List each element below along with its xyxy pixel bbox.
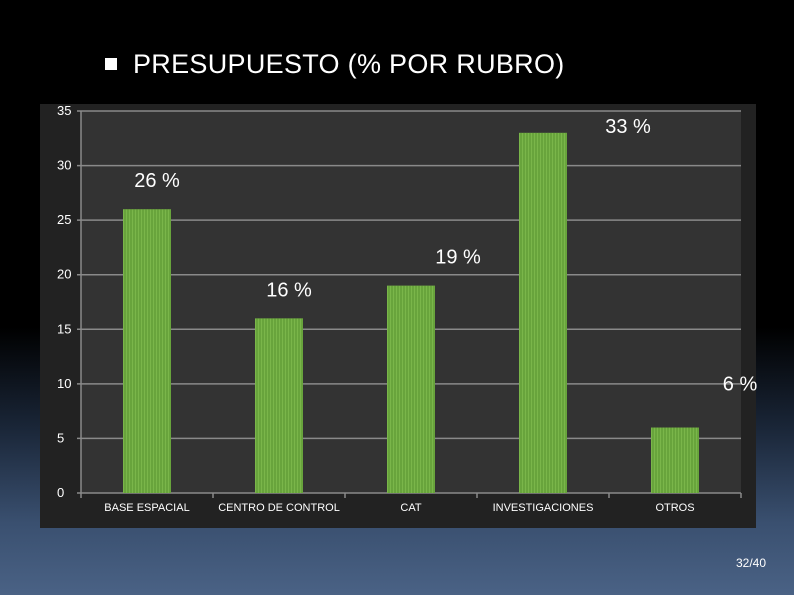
bars bbox=[123, 132, 699, 494]
y-tick-label: 25 bbox=[57, 212, 71, 227]
y-tick-label: 10 bbox=[57, 376, 71, 391]
y-tick-label: 5 bbox=[57, 430, 64, 445]
bar bbox=[651, 427, 699, 493]
slide-title: PRESUPUESTO (% POR RUBRO) bbox=[133, 48, 565, 79]
data-labels: 26 % 16 % 19 % 33 % 6 % bbox=[134, 116, 757, 396]
bar bbox=[519, 132, 567, 494]
y-tick-label: 35 bbox=[57, 103, 71, 118]
bar bbox=[123, 209, 171, 493]
data-label: 26 % bbox=[134, 170, 180, 192]
x-tick-label: CAT bbox=[400, 502, 421, 514]
bar bbox=[387, 285, 435, 493]
x-tick-label: OTROS bbox=[655, 502, 694, 514]
y-tick-label: 20 bbox=[57, 267, 71, 282]
page-number: 32/40 bbox=[735, 556, 766, 570]
slide-title-row: PRESUPUESTO (% POR RUBRO) bbox=[105, 44, 565, 84]
x-axis-labels: BASE ESPACIAL CENTRO DE CONTROL CAT INVESTI… bbox=[104, 502, 694, 514]
y-tick-label: 0 bbox=[57, 485, 64, 500]
bar bbox=[255, 318, 303, 493]
y-axis-ticks: 0 5 10 15 20 25 30 35 bbox=[57, 103, 71, 500]
x-tick-label: INVESTIGACIONES bbox=[493, 502, 594, 514]
y-tick-label: 30 bbox=[57, 158, 71, 173]
square-bullet-icon bbox=[105, 58, 117, 70]
y-tick-label: 15 bbox=[57, 321, 71, 336]
x-tick-label: CENTRO DE CONTROL bbox=[218, 502, 340, 514]
data-label: 19 % bbox=[435, 247, 481, 269]
x-tick-label: BASE ESPACIAL bbox=[104, 502, 189, 514]
data-label: 6 % bbox=[723, 374, 758, 396]
data-label: 33 % bbox=[605, 116, 651, 138]
data-label: 16 % bbox=[266, 279, 312, 301]
